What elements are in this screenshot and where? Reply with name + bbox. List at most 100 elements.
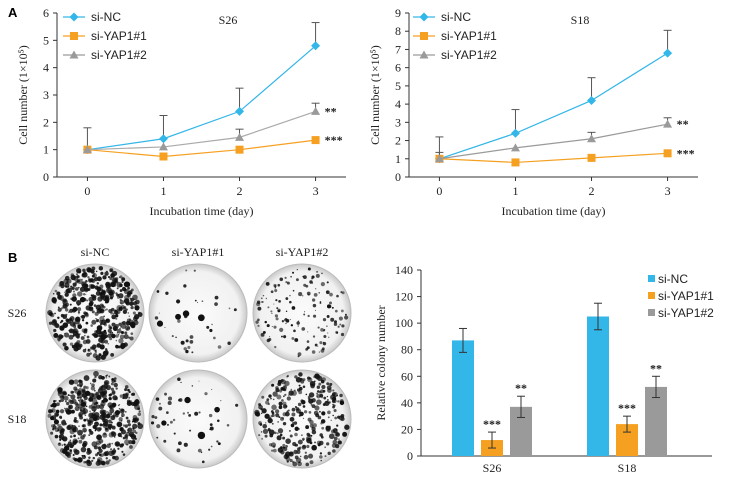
colony-dot [282, 436, 286, 440]
colony-dot [112, 395, 118, 401]
colony-dot [167, 396, 173, 401]
colony-dot [303, 313, 306, 316]
colony-dot [103, 315, 105, 318]
colony-dot [329, 301, 332, 305]
colony-dot [122, 453, 126, 456]
colony-dot [120, 330, 125, 335]
colony-dot [109, 408, 115, 414]
colony-dot [60, 313, 65, 318]
colony-dot [175, 313, 182, 320]
bar-si-NC-S26 [452, 340, 474, 456]
colony-dot [111, 333, 116, 339]
colony-dot [285, 405, 288, 408]
colony-dot [309, 460, 314, 465]
colony-dot [124, 331, 128, 335]
colony-dot [197, 431, 206, 440]
colony-dot [125, 410, 127, 413]
colony-dot [269, 336, 271, 338]
colony-dot [99, 315, 105, 322]
colony-dot [267, 402, 270, 406]
colony-dot [287, 375, 289, 377]
colony-dot [173, 432, 176, 435]
panel-b-label: B [8, 250, 17, 265]
colony-dot [56, 291, 61, 296]
colony-dot [296, 321, 300, 325]
colony-dot [72, 453, 75, 457]
colony-dot [110, 382, 114, 386]
colony-dot [104, 427, 108, 431]
colony-dot [268, 429, 275, 436]
colony-dot [281, 320, 285, 323]
colony-dot [293, 449, 298, 455]
colony-dot [340, 416, 345, 422]
colony-dot [332, 449, 336, 453]
colony-dot [111, 314, 117, 320]
colony-dot [321, 426, 325, 430]
y-tick-label: 6 [43, 6, 49, 20]
colony-dot [97, 460, 103, 466]
colony-dot [333, 320, 338, 324]
colony-dot [95, 355, 101, 361]
colony-dot [277, 283, 281, 287]
colony-dot [278, 299, 281, 303]
colony-dot [289, 318, 291, 321]
colony-dot [87, 288, 91, 291]
colony-dot [133, 435, 136, 438]
colony-dot [315, 309, 317, 311]
colony-dot [327, 410, 331, 415]
colony-dot [332, 389, 335, 392]
colony-dot [109, 276, 113, 281]
colony-dot [172, 418, 176, 422]
plate-si-YAP1#1-S26 [148, 263, 248, 363]
colony-dot [268, 394, 272, 398]
colony-dot [101, 375, 103, 378]
plate-column-label: si-NC [81, 245, 110, 259]
legend-label: si-YAP1#2 [441, 48, 497, 62]
colony-dot [267, 418, 273, 424]
colony-dot [57, 307, 62, 312]
colony-dot [260, 407, 263, 411]
y-tick-label: 4 [395, 97, 401, 111]
plate-row-label: S26 [8, 306, 27, 320]
colony-dot [113, 312, 115, 315]
colony-dot [322, 403, 326, 406]
colony-dot [107, 275, 111, 279]
x-axis-label: Incubation time (day) [502, 204, 606, 218]
legend-label: si-YAP1#1 [658, 289, 714, 303]
colony-dot [289, 458, 293, 463]
colony-dot [198, 411, 201, 414]
colony-dot [226, 423, 230, 427]
colony-bar-chart: 0 20 40 60 80 100 120 140 Relative colony number… [374, 263, 714, 475]
colony-dot [156, 320, 164, 327]
colony-dot [268, 427, 270, 430]
colony-dot [297, 325, 299, 327]
y-tick-label: 9 [395, 6, 401, 20]
colony-dot [308, 392, 315, 398]
colony-dot [98, 453, 102, 456]
colony-dot [303, 283, 307, 287]
x-tick-label: 3 [313, 184, 319, 198]
colony-dot [105, 376, 108, 379]
colony-dot [89, 306, 93, 311]
colony-dot [70, 394, 76, 400]
colony-dot [115, 314, 119, 318]
colony-dot [48, 410, 52, 414]
legend-label: si-NC [91, 10, 121, 24]
colony-dot [298, 292, 303, 297]
colony-dot [326, 281, 329, 284]
colony-dot [102, 390, 107, 396]
legend-label: si-YAP1#1 [91, 29, 147, 43]
colony-dot [273, 283, 277, 288]
colony-dot [81, 409, 87, 415]
y-tick-label: 2 [395, 134, 401, 148]
colony-dot [57, 425, 63, 431]
colony-dot [164, 392, 167, 396]
colony-dot [284, 380, 290, 387]
colony-dot [274, 314, 279, 318]
colony-dot [321, 272, 323, 275]
colony-dot [91, 344, 97, 350]
colony-dot [117, 447, 120, 450]
y-tick-label: 0 [407, 449, 413, 463]
colony-dot [316, 399, 322, 405]
colony-dot [306, 340, 310, 343]
